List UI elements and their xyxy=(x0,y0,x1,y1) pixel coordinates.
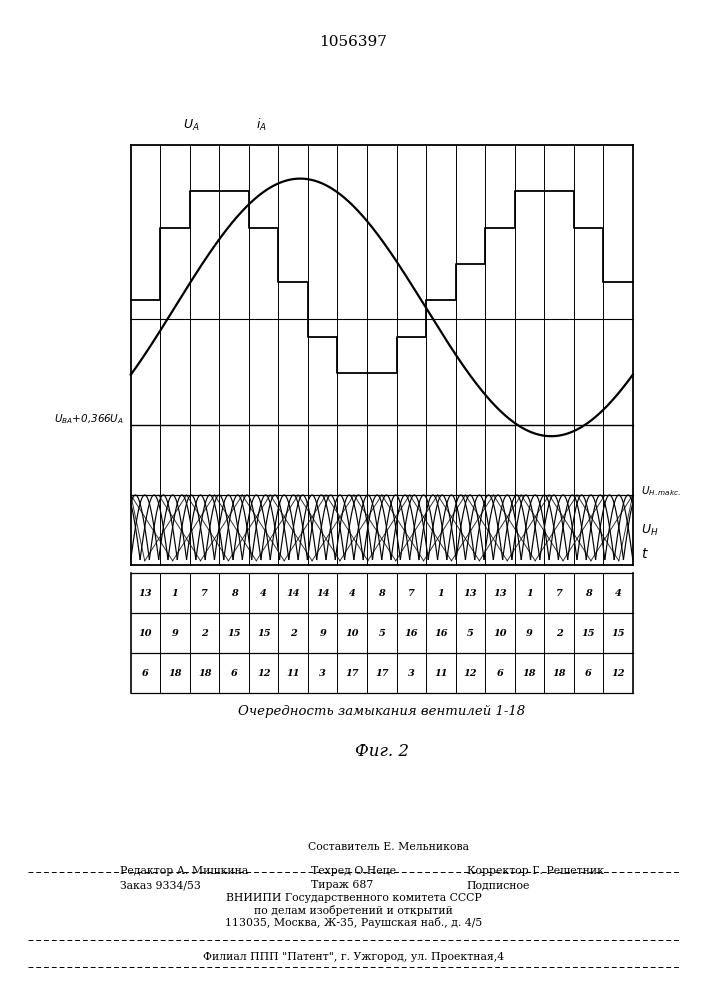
Text: 13: 13 xyxy=(493,588,507,597)
Text: 9: 9 xyxy=(172,629,178,638)
Text: 14: 14 xyxy=(286,588,300,597)
Text: Очередность замыкания вентилей 1-18: Очередность замыкания вентилей 1-18 xyxy=(238,705,525,718)
Text: Корректор Г. Решетник: Корректор Г. Решетник xyxy=(467,866,604,876)
Text: 3: 3 xyxy=(408,669,415,678)
Text: 8: 8 xyxy=(230,588,238,597)
Text: 18: 18 xyxy=(198,669,211,678)
Text: $U_{H.makc.}$: $U_{H.makc.}$ xyxy=(641,484,682,498)
Text: 16: 16 xyxy=(434,629,448,638)
Text: 18: 18 xyxy=(522,669,536,678)
Text: 15: 15 xyxy=(612,629,625,638)
Text: $U_A$: $U_A$ xyxy=(183,118,199,133)
Text: Тираж 687: Тираж 687 xyxy=(311,880,373,890)
Text: 18: 18 xyxy=(552,669,566,678)
Text: 12: 12 xyxy=(464,669,477,678)
Text: Редактор А. Мишкина: Редактор А. Мишкина xyxy=(120,866,248,876)
Text: Заказ 9334/53: Заказ 9334/53 xyxy=(120,880,201,890)
Text: 13: 13 xyxy=(464,588,477,597)
Text: 11: 11 xyxy=(286,669,300,678)
Text: 7: 7 xyxy=(201,588,208,597)
Text: 5: 5 xyxy=(378,629,385,638)
Text: Составитель Е. Мельникова: Составитель Е. Мельникова xyxy=(308,842,469,852)
Text: ВНИИПИ Государственного комитета СССР: ВНИИПИ Государственного комитета СССР xyxy=(226,893,481,903)
Text: 6: 6 xyxy=(142,669,149,678)
Text: 16: 16 xyxy=(404,629,418,638)
Text: 13: 13 xyxy=(139,588,152,597)
Text: 17: 17 xyxy=(375,669,389,678)
Text: 14: 14 xyxy=(316,588,329,597)
Text: 17: 17 xyxy=(346,669,359,678)
Text: 15: 15 xyxy=(257,629,270,638)
Text: 1056397: 1056397 xyxy=(320,35,387,49)
Text: $t$: $t$ xyxy=(641,547,649,561)
Text: 7: 7 xyxy=(556,588,562,597)
Text: 15: 15 xyxy=(228,629,241,638)
Text: 12: 12 xyxy=(257,669,270,678)
Text: 8: 8 xyxy=(378,588,385,597)
Text: 1: 1 xyxy=(526,588,533,597)
Text: 1: 1 xyxy=(438,588,444,597)
Text: 9: 9 xyxy=(320,629,326,638)
Text: 4: 4 xyxy=(614,588,621,597)
Text: 113035, Москва, Ж-35, Раушская наб., д. 4/5: 113035, Москва, Ж-35, Раушская наб., д. … xyxy=(225,917,482,928)
Text: 8: 8 xyxy=(585,588,592,597)
Text: 4: 4 xyxy=(349,588,356,597)
Text: 7: 7 xyxy=(408,588,415,597)
Text: 11: 11 xyxy=(434,669,448,678)
Text: Подписное: Подписное xyxy=(467,880,530,890)
Text: по делам изобретений и открытий: по делам изобретений и открытий xyxy=(254,905,453,916)
Text: 12: 12 xyxy=(612,669,625,678)
Text: 18: 18 xyxy=(168,669,182,678)
Text: 10: 10 xyxy=(139,629,152,638)
Text: 2: 2 xyxy=(290,629,296,638)
Text: 1: 1 xyxy=(172,588,178,597)
Text: 2: 2 xyxy=(201,629,208,638)
Text: 2: 2 xyxy=(556,629,562,638)
Text: 10: 10 xyxy=(493,629,507,638)
Text: 4: 4 xyxy=(260,588,267,597)
Text: 15: 15 xyxy=(582,629,595,638)
Text: 10: 10 xyxy=(346,629,359,638)
Text: Фиг. 2: Фиг. 2 xyxy=(355,743,409,760)
Text: 6: 6 xyxy=(230,669,238,678)
Text: 5: 5 xyxy=(467,629,474,638)
Text: $U_H$: $U_H$ xyxy=(641,523,659,538)
Text: Техред О.Неце: Техред О.Неце xyxy=(311,866,396,876)
Text: 6: 6 xyxy=(496,669,503,678)
Text: 9: 9 xyxy=(526,629,533,638)
Text: 3: 3 xyxy=(320,669,326,678)
Text: 6: 6 xyxy=(585,669,592,678)
Text: Филиал ППП "Патент", г. Ужгород, ул. Проектная,4: Филиал ППП "Патент", г. Ужгород, ул. Про… xyxy=(203,952,504,962)
Text: $i_A$: $i_A$ xyxy=(256,117,267,133)
Text: $U_{BA}$+0,366$U_A$: $U_{BA}$+0,366$U_A$ xyxy=(54,412,124,426)
